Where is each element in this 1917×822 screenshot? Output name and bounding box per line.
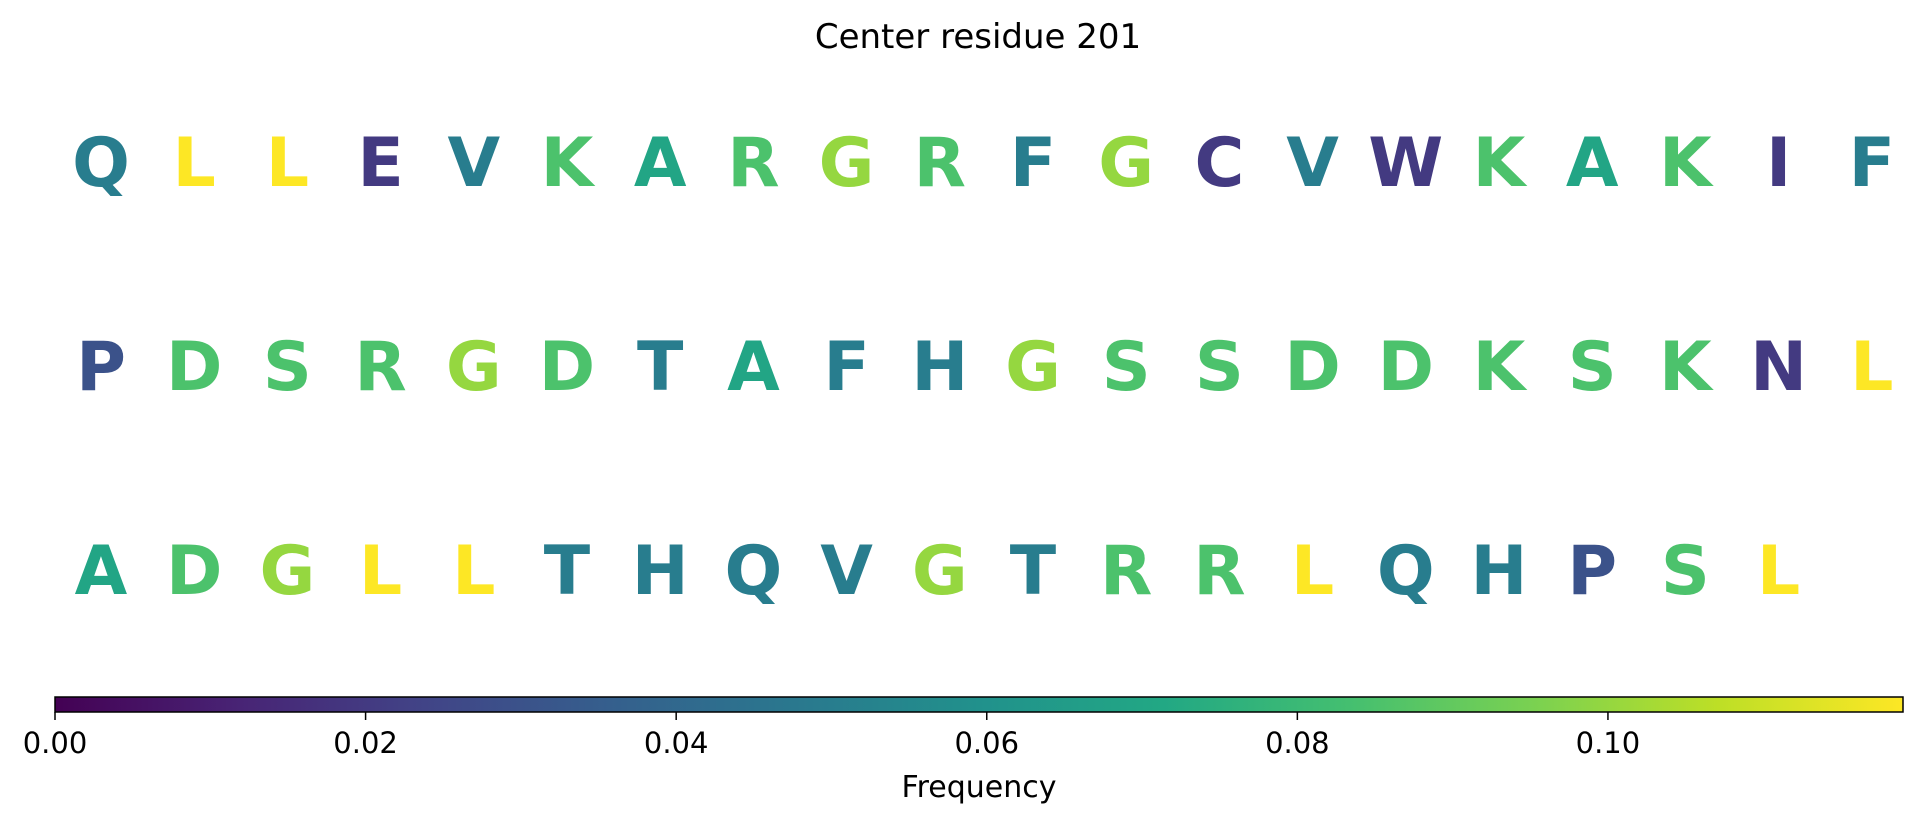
residue-letter: V: [447, 124, 500, 203]
residue-letter: Q: [72, 124, 130, 203]
residue-letter: V: [1286, 124, 1339, 203]
residue-letter: F: [1849, 124, 1895, 203]
colorbar-tick-label: 0.08: [1265, 726, 1330, 760]
colorbar-tick-label: 0.10: [1576, 726, 1641, 760]
residue-letter: R: [1193, 532, 1245, 611]
residue-letter: H: [1471, 532, 1528, 611]
residue-letter: H: [632, 532, 689, 611]
colorbar-gradient: [54, 696, 1904, 713]
residue-letter: L: [359, 532, 402, 611]
residue-letter: W: [1368, 124, 1443, 203]
residue-letter: D: [1378, 328, 1434, 407]
residue-letter: P: [76, 328, 126, 407]
residue-letter: S: [1568, 328, 1617, 407]
residue-letter: T: [544, 532, 591, 611]
residue-letter: P: [1567, 532, 1617, 611]
residue-letter: A: [634, 124, 687, 203]
colorbar-tick-label: 0.02: [333, 726, 398, 760]
residue-letter: D: [1284, 328, 1340, 407]
colorbar-tick-label: 0.00: [23, 726, 88, 760]
residue-letter: D: [166, 532, 222, 611]
residue-letter: K: [541, 124, 596, 203]
residue-letter: D: [166, 328, 222, 407]
residue-letter: S: [263, 328, 312, 407]
residue-letter: K: [1473, 124, 1528, 203]
residue-letter: R: [1100, 532, 1152, 611]
residue-letter: K: [1659, 328, 1714, 407]
residue-letter: S: [1102, 328, 1151, 407]
residue-letter: R: [914, 124, 966, 203]
residue-grid: Q L L E V K A R G R F G C V W K A K I FP D S R G D T A F H G S S D D K S K N L…: [72, 124, 1895, 611]
colorbar-label: Frequency: [902, 770, 1057, 805]
residue-letter: G: [1005, 328, 1061, 407]
residue-letter: T: [1010, 532, 1057, 611]
residue-letter: G: [259, 532, 315, 611]
residue-letter: A: [75, 532, 128, 611]
residue-letter: S: [1195, 328, 1244, 407]
colorbar-tick-label: 0.06: [954, 726, 1019, 760]
residue-letter: L: [1850, 328, 1893, 407]
colorbar: 0.00 0.02 0.04 0.06 0.08 0.10 Frequency: [23, 696, 1904, 805]
residue-letter: L: [452, 532, 495, 611]
residue-letter: G: [819, 124, 875, 203]
residue-letter: A: [1566, 124, 1619, 203]
residue-letter: S: [1661, 532, 1710, 611]
residue-letter: L: [1291, 532, 1334, 611]
residue-letter: L: [1757, 532, 1800, 611]
residue-letter: K: [1659, 124, 1714, 203]
residue-letter: D: [539, 328, 595, 407]
residue-letter: G: [912, 532, 968, 611]
residue-letter: Q: [1377, 532, 1435, 611]
residue-letter: N: [1750, 328, 1807, 407]
residue-letter: A: [727, 328, 780, 407]
residue-letter: I: [1766, 124, 1791, 203]
residue-letter: T: [637, 328, 684, 407]
chart-title: Center residue 201: [815, 17, 1141, 57]
residue-letter: C: [1194, 124, 1244, 203]
residue-letter: R: [727, 124, 779, 203]
residue-letter: V: [820, 532, 873, 611]
residue-letter: E: [357, 124, 403, 203]
residue-letter: L: [266, 124, 309, 203]
residue-letter: G: [1098, 124, 1154, 203]
residue-letter: H: [911, 328, 968, 407]
colorbar-ticks: 0.00 0.02 0.04 0.06 0.08 0.10: [23, 712, 1641, 760]
residue-letter: G: [446, 328, 502, 407]
colorbar-tick-label: 0.04: [644, 726, 709, 760]
residue-letter: L: [173, 124, 216, 203]
residue-letter: R: [354, 328, 406, 407]
residue-letter: K: [1473, 328, 1528, 407]
residue-letter: F: [823, 328, 869, 407]
residue-letter: F: [1010, 124, 1056, 203]
residue-letter: Q: [724, 532, 782, 611]
